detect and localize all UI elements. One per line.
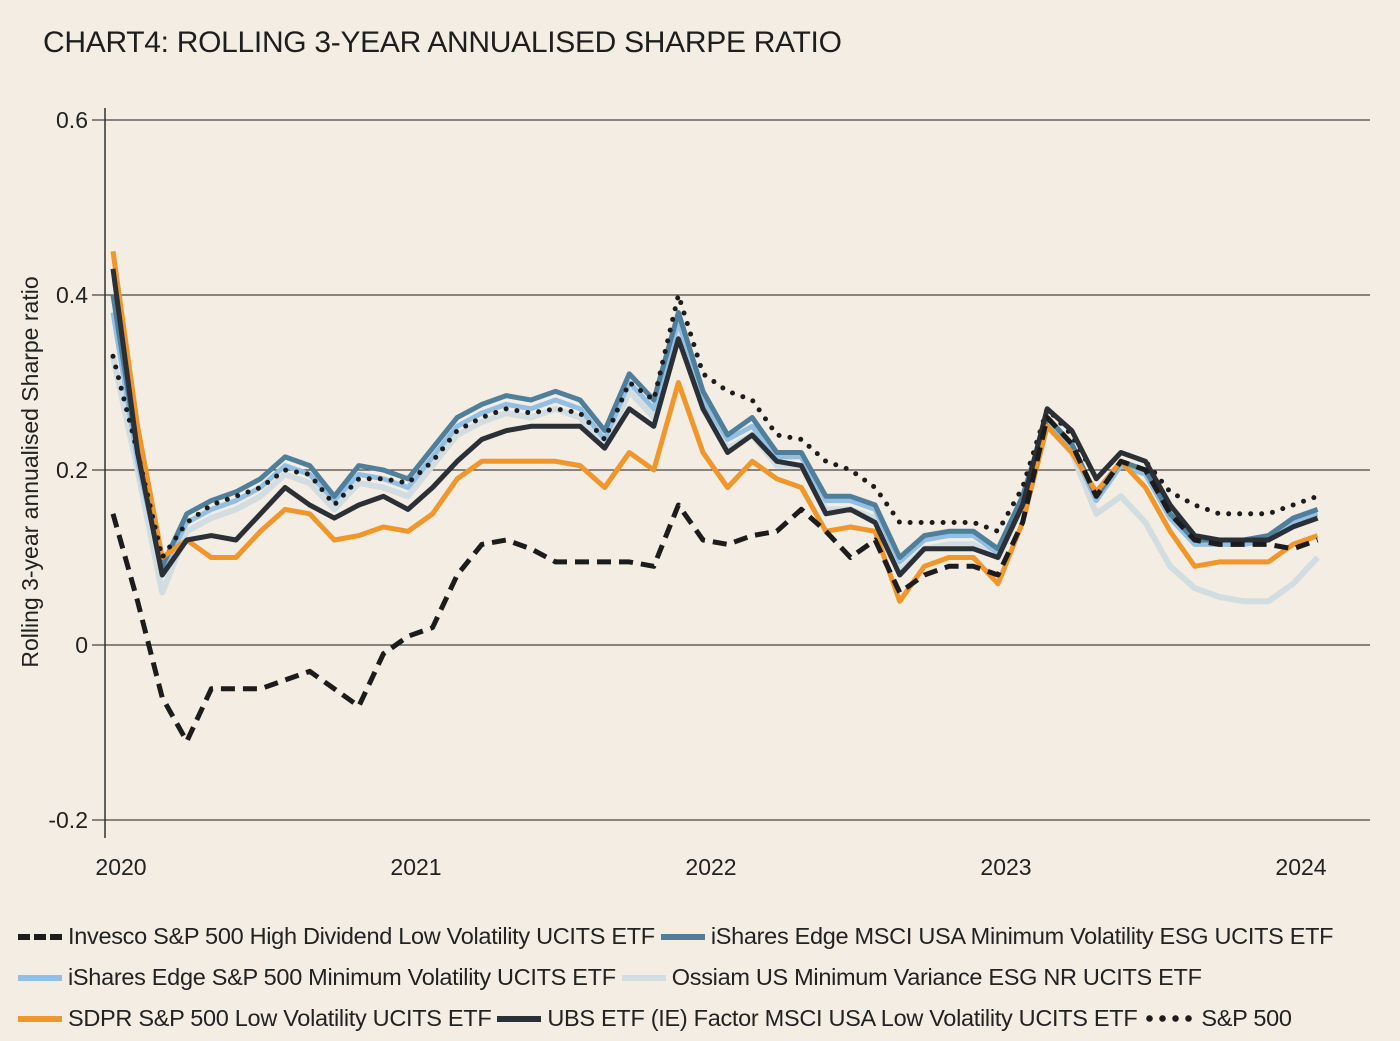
series-line-6 — [110, 292, 1321, 560]
series-line-5 — [110, 268, 1319, 578]
x-tick-label: 2022 — [685, 854, 736, 880]
legend-item-ishares-sp500: iShares Edge S&P 500 Minimum Volatility … — [18, 964, 616, 991]
legend-label: SDPR S&P 500 Low Volatility UCITS ETF — [68, 1005, 492, 1031]
dotted-swatch-icon — [1143, 1015, 1196, 1022]
series-line-2 — [110, 312, 1319, 574]
legend-label: Ossiam US Minimum Variance ESG NR UCITS … — [671, 964, 1202, 990]
legend-label: UBS ETF (IE) Factor MSCI USA Low Volatil… — [547, 1005, 1138, 1031]
series-line-4 — [110, 250, 1319, 604]
series-lines — [110, 250, 1321, 744]
legend-item-invesco: Invesco S&P 500 High Dividend Low Volati… — [18, 923, 655, 950]
legend-label: Invesco S&P 500 High Dividend Low Volati… — [68, 923, 655, 949]
line-swatch-icon — [621, 974, 666, 981]
line-swatch-icon — [660, 933, 705, 940]
x-tick-labels: 2020 2021 2022 2023 2024 — [95, 854, 1326, 880]
x-tick-label: 2020 — [95, 854, 146, 880]
x-tick-label: 2024 — [1275, 854, 1326, 880]
series-line-0 — [110, 415, 1319, 744]
legend-label: iShares Edge S&P 500 Minimum Volatility … — [68, 964, 616, 990]
legend-item-ishares-msci: iShares Edge MSCI USA Minimum Volatility… — [660, 923, 1334, 950]
legend-label: iShares Edge MSCI USA Minimum Volatility… — [710, 923, 1334, 949]
y-tick-label: 0.4 — [56, 282, 88, 308]
legend-item-ubs: UBS ETF (IE) Factor MSCI USA Low Volatil… — [497, 1005, 1138, 1032]
y-axis-label: Rolling 3-year annualised Sharpe ratio — [17, 276, 43, 667]
line-swatch-icon — [497, 1015, 542, 1022]
y-tick-label: 0.6 — [56, 107, 88, 133]
y-tick-label: 0 — [75, 632, 88, 658]
legend-item-ossiam: Ossiam US Minimum Variance ESG NR UCITS … — [621, 964, 1202, 991]
legend-item-sdpr: SDPR S&P 500 Low Volatility UCITS ETF — [18, 1005, 492, 1032]
y-tick-labels: 0.6 0.4 0.2 0 -0.2 — [48, 107, 88, 833]
y-tick-label: 0.2 — [56, 457, 88, 483]
dashed-swatch-icon — [18, 933, 62, 940]
chart-title: CHART4: ROLLING 3-YEAR ANNUALISED SHARPE… — [43, 26, 842, 59]
x-tick-label: 2023 — [980, 854, 1031, 880]
line-swatch-icon — [18, 1015, 62, 1022]
legend: Invesco S&P 500 High Dividend Low Volati… — [18, 916, 1400, 1039]
legend-label: S&P 500 — [1201, 1005, 1292, 1031]
x-tick-label: 2021 — [390, 854, 441, 880]
y-tick-label: -0.2 — [48, 807, 88, 833]
line-swatch-icon — [18, 974, 62, 981]
gridlines — [92, 119, 1370, 821]
legend-item-sp500: S&P 500 — [1143, 1005, 1292, 1032]
